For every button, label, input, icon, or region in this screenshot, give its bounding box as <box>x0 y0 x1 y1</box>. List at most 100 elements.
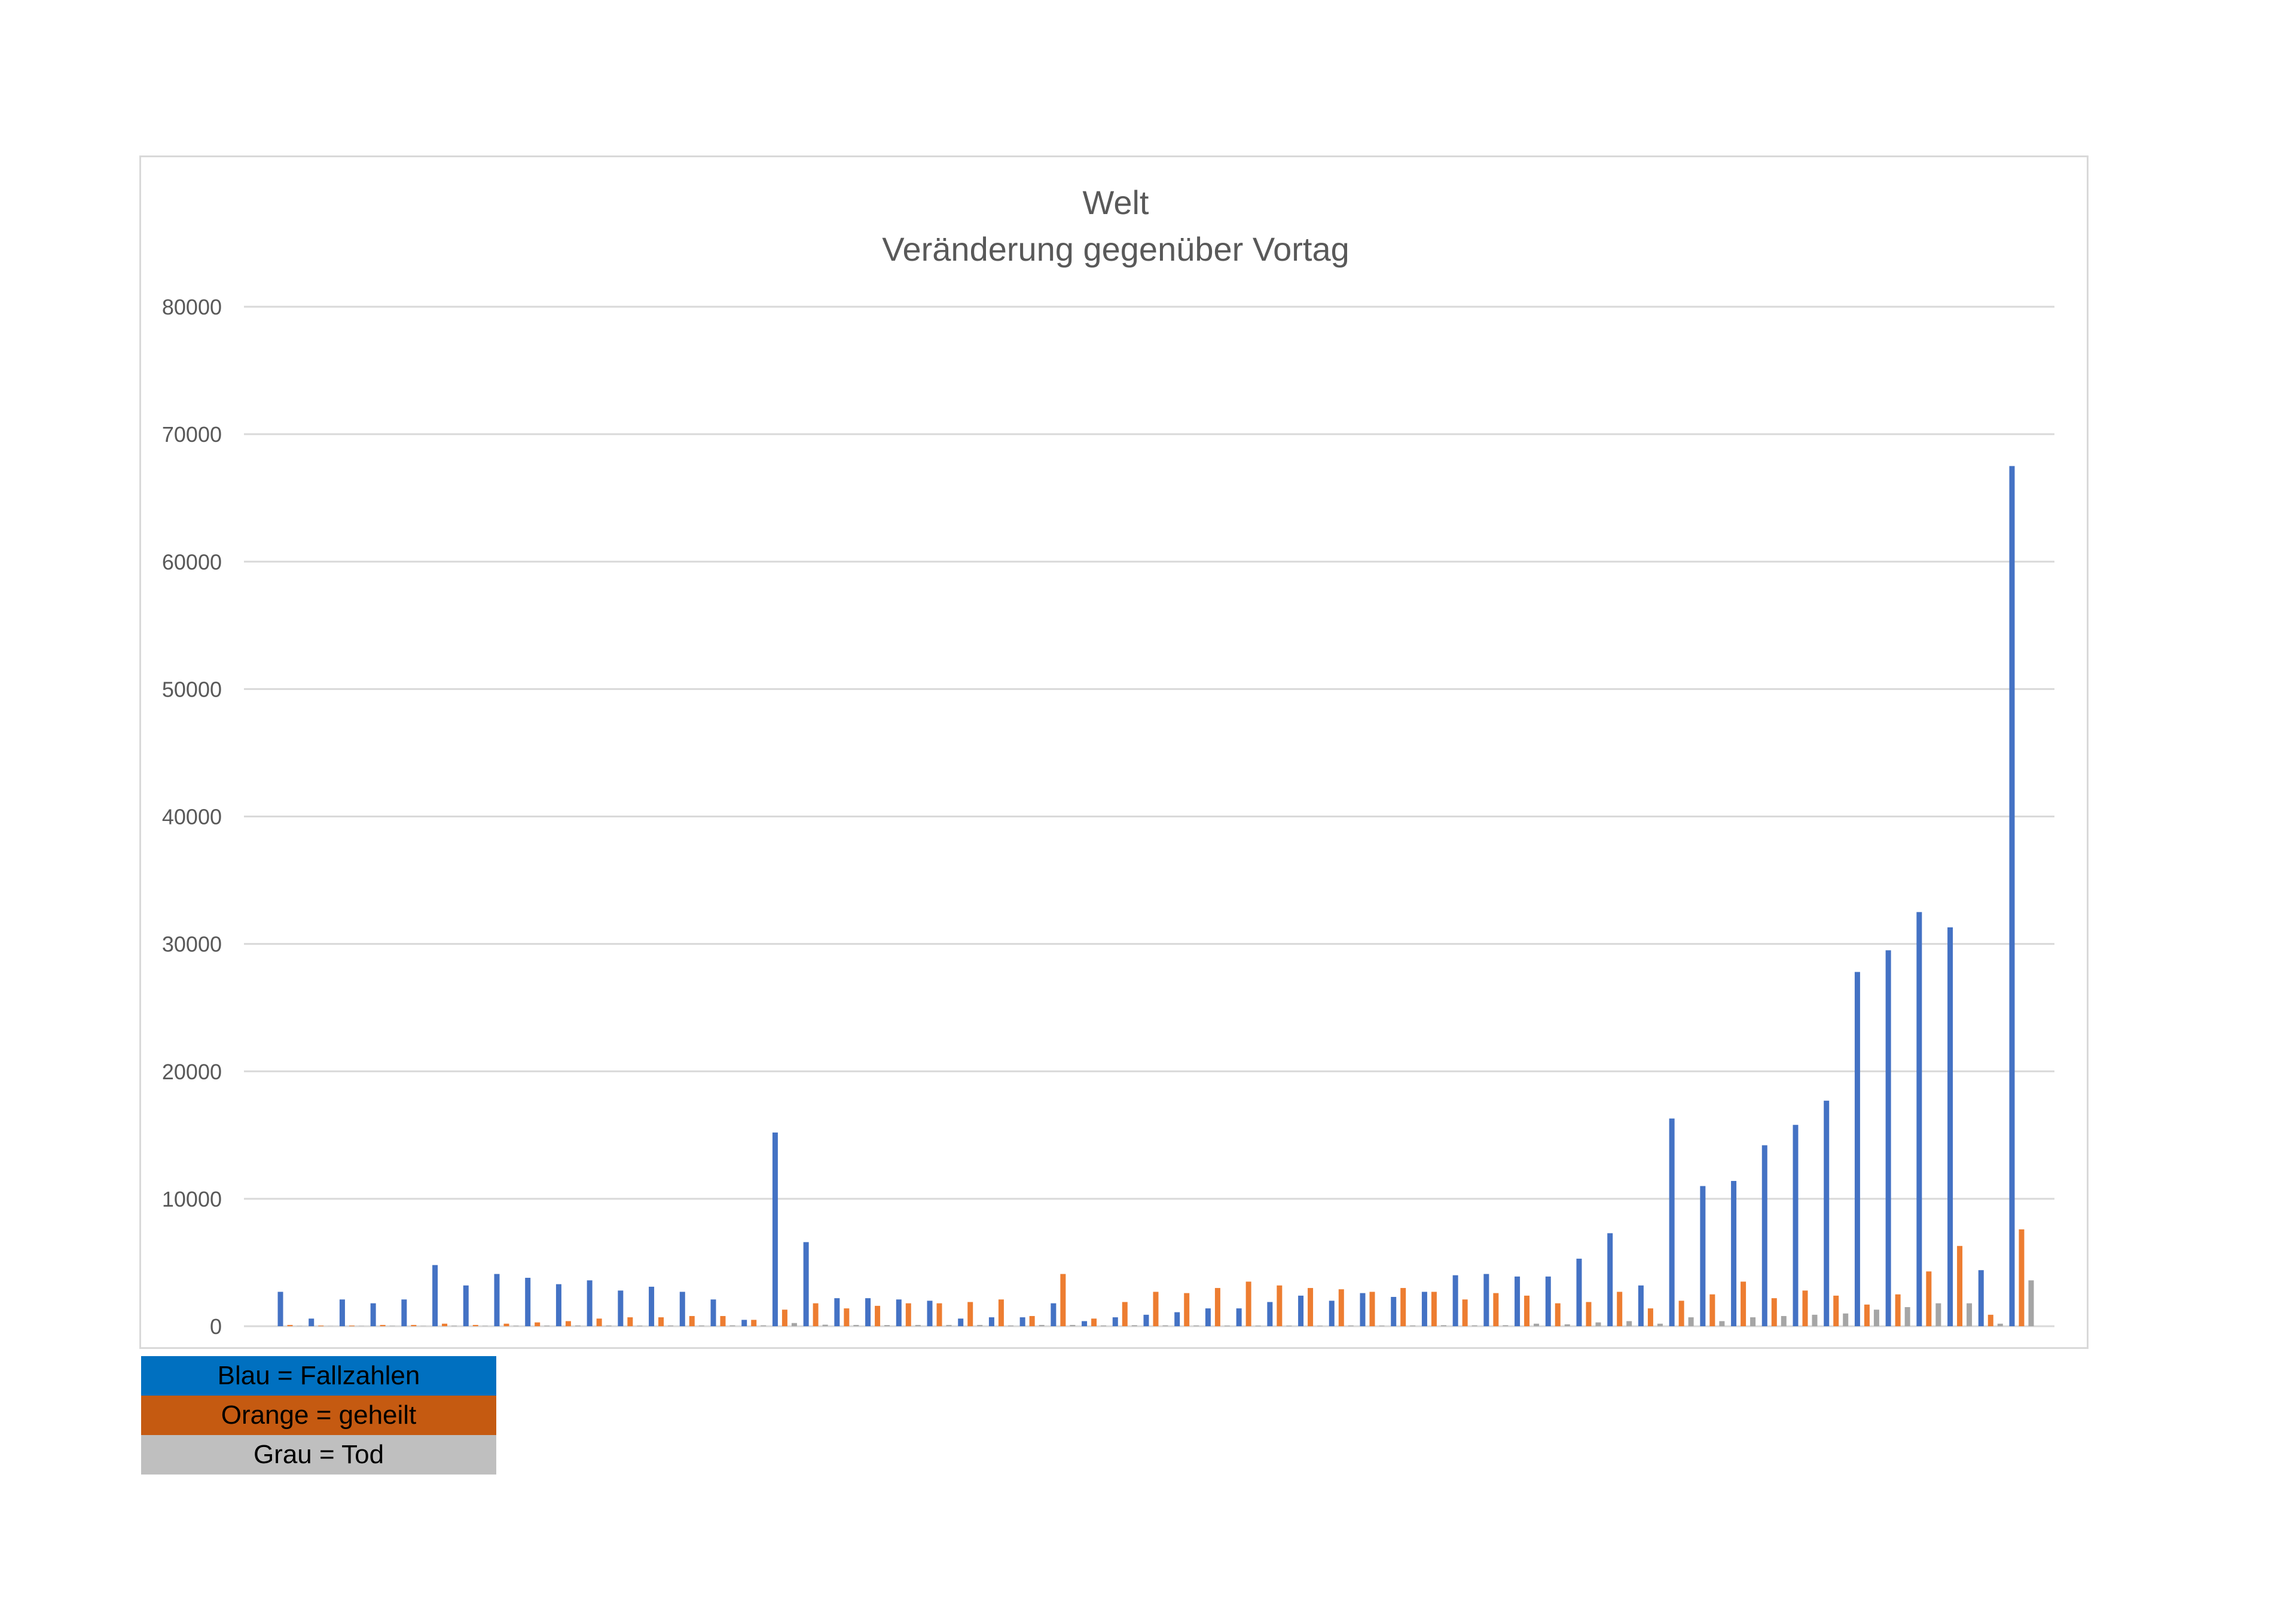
bar-fallzahlen <box>587 1280 593 1326</box>
bar-fallzahlen <box>1793 1125 1799 1326</box>
bar-fallzahlen <box>1978 1270 1984 1326</box>
bar-tod <box>1564 1324 1570 1326</box>
bar-geheilt <box>1369 1292 1375 1326</box>
bar-geheilt <box>1184 1293 1190 1326</box>
bar-geheilt <box>1647 1308 1653 1326</box>
bar-fallzahlen <box>1329 1301 1335 1326</box>
y-tick-label: 40000 <box>162 805 222 829</box>
bar-fallzahlen <box>1483 1274 1489 1326</box>
bar-geheilt <box>967 1302 973 1326</box>
bar-geheilt <box>442 1323 448 1326</box>
bar-fallzahlen <box>1576 1259 1582 1326</box>
bar-fallzahlen <box>1360 1293 1366 1326</box>
bar-geheilt <box>1122 1302 1128 1326</box>
chart-area: Welt Veränderung gegenüber Vortag 0 10000… <box>139 155 2089 1349</box>
bar-geheilt <box>1586 1302 1592 1326</box>
bar-fallzahlen <box>772 1132 778 1326</box>
bar-fallzahlen <box>1267 1302 1273 1326</box>
bar-geheilt <box>1709 1294 1715 1326</box>
bar-geheilt <box>1926 1271 1932 1326</box>
legend-tod: Grau = Tod <box>141 1435 496 1475</box>
bar-fallzahlen <box>618 1290 624 1326</box>
bar-fallzahlen <box>1515 1276 1521 1326</box>
bar-tod <box>1873 1309 1879 1326</box>
bar-fallzahlen <box>741 1320 747 1326</box>
bar-geheilt <box>1214 1288 1220 1326</box>
bar-tod <box>1440 1325 1446 1326</box>
bar-chart: Welt Veränderung gegenüber Vortag 0 10000… <box>162 184 2054 1339</box>
bar-geheilt <box>1338 1289 1344 1326</box>
bar-geheilt <box>1493 1293 1499 1326</box>
bar-tod <box>915 1324 921 1326</box>
bar-tod <box>1626 1321 1632 1326</box>
bar-geheilt <box>1029 1315 1035 1326</box>
bar-fallzahlen <box>401 1299 407 1326</box>
y-tick-label: 50000 <box>162 677 222 701</box>
bar-tod <box>2028 1280 2034 1326</box>
bar-geheilt <box>1431 1292 1437 1326</box>
bar-geheilt <box>751 1320 757 1326</box>
bar-fallzahlen <box>1112 1317 1118 1326</box>
bar-geheilt <box>1957 1246 1963 1326</box>
bar-fallzahlen <box>463 1285 469 1326</box>
bar-fallzahlen <box>803 1242 809 1326</box>
bar-geheilt <box>1400 1288 1406 1326</box>
bar-geheilt <box>875 1305 881 1326</box>
y-tick-label: 10000 <box>162 1187 222 1211</box>
bar-geheilt <box>720 1315 726 1326</box>
bar-tod <box>1750 1317 1756 1326</box>
bar-fallzahlen <box>1916 912 1922 1326</box>
bar-tod <box>853 1324 859 1326</box>
bar-fallzahlen <box>1019 1317 1025 1326</box>
bar-fallzahlen <box>1421 1292 1427 1326</box>
bar-fallzahlen <box>1143 1314 1149 1326</box>
bar-tod <box>1595 1322 1601 1326</box>
legend-geheilt: Orange = geheilt <box>141 1396 496 1435</box>
bar-fallzahlen <box>1700 1186 1706 1326</box>
bar-tod <box>1781 1315 1787 1326</box>
bar-geheilt <box>1245 1281 1251 1326</box>
bar-tod <box>791 1323 797 1326</box>
bar-tod <box>946 1324 952 1326</box>
bar-fallzahlen <box>1051 1303 1057 1326</box>
bar-fallzahlen <box>896 1299 902 1326</box>
bar-geheilt <box>1895 1294 1901 1326</box>
bar-geheilt <box>658 1317 664 1326</box>
bar-tod <box>1534 1323 1540 1326</box>
bar-geheilt <box>1277 1285 1283 1326</box>
bar-tod <box>1997 1323 2003 1326</box>
bar-geheilt <box>1771 1298 1777 1326</box>
bar-fallzahlen <box>1174 1312 1180 1326</box>
legend-fallzahlen: Blau = Fallzahlen <box>141 1356 496 1396</box>
bar-tod <box>977 1324 983 1326</box>
legend-geheilt-label: Orange = geheilt <box>221 1400 417 1430</box>
bar-tod <box>1131 1325 1137 1326</box>
bar-geheilt <box>1833 1295 1839 1326</box>
bar-geheilt <box>1091 1318 1097 1326</box>
bar-fallzahlen <box>494 1274 500 1326</box>
bar-tod <box>1688 1317 1694 1326</box>
bar-fallzahlen <box>1638 1285 1644 1326</box>
bar-fallzahlen <box>432 1265 438 1326</box>
bar-fallzahlen <box>1082 1321 1088 1326</box>
legend-tod-label: Grau = Tod <box>253 1440 384 1469</box>
bar-tod <box>1967 1303 1973 1326</box>
bar-fallzahlen <box>679 1292 685 1326</box>
bar-fallzahlen <box>1947 927 1953 1326</box>
bar-geheilt <box>1741 1281 1747 1326</box>
bar-geheilt <box>781 1309 787 1326</box>
bar-fallzahlen <box>1205 1308 1211 1326</box>
bar-geheilt <box>472 1324 478 1326</box>
bar-fallzahlen <box>710 1299 716 1326</box>
bar-geheilt <box>1153 1292 1159 1326</box>
bar-geheilt <box>627 1317 633 1326</box>
chart-subtitle: Veränderung gegenüber Vortag <box>882 230 1349 268</box>
bar-tod <box>1657 1323 1663 1326</box>
bar-fallzahlen <box>555 1284 561 1326</box>
bar-geheilt <box>380 1324 386 1326</box>
bar-geheilt <box>287 1324 293 1326</box>
bar-fallzahlen <box>1545 1276 1551 1326</box>
bar-fallzahlen <box>1731 1181 1737 1326</box>
bar-fallzahlen <box>988 1317 994 1326</box>
bar-geheilt <box>596 1318 602 1326</box>
